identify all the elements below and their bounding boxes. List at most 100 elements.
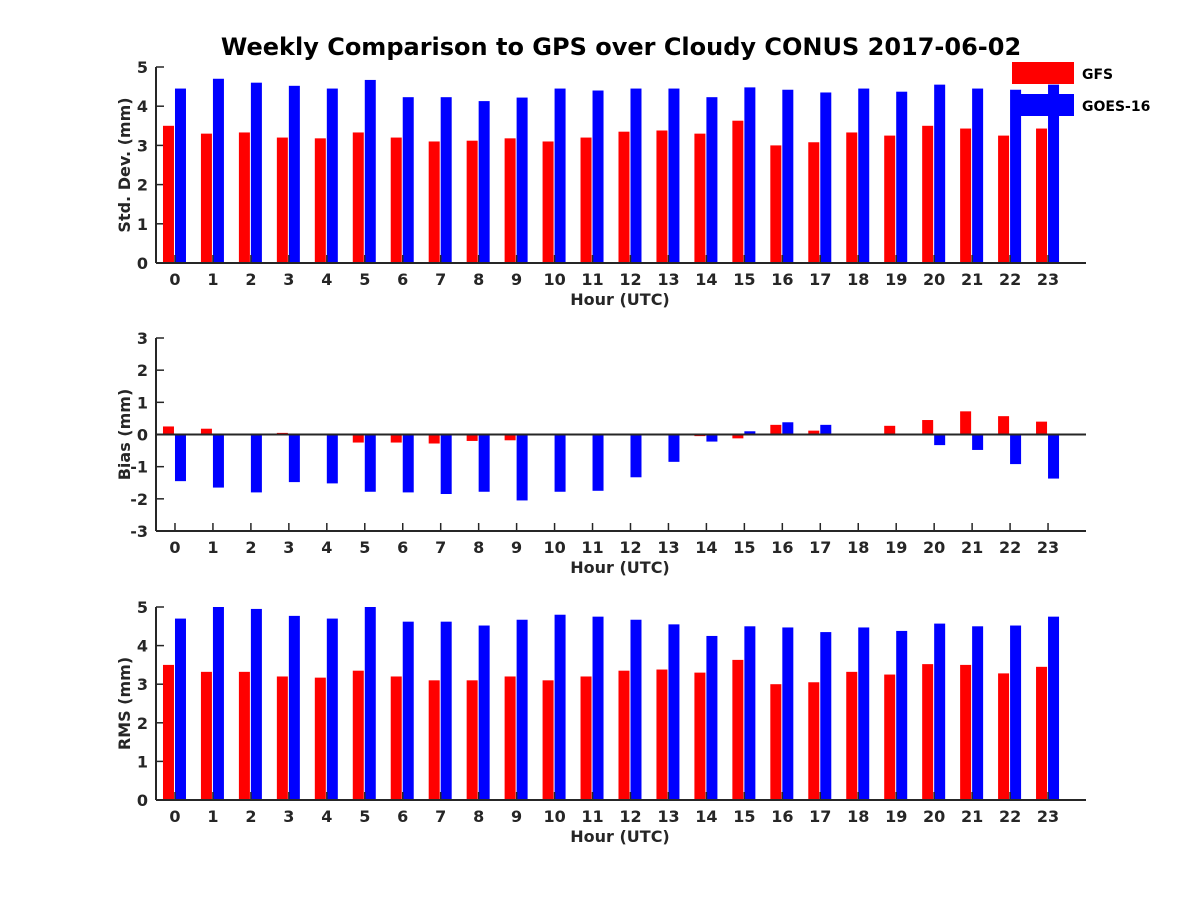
x-tick-label: 4 — [321, 538, 332, 557]
gfs-bar — [732, 434, 744, 439]
x-tick-label: 18 — [847, 538, 869, 557]
x-tick-label: 18 — [847, 270, 869, 289]
x-tick-label: 14 — [695, 270, 717, 289]
gfs-bar — [770, 145, 782, 263]
goes16-bar — [934, 434, 946, 446]
x-tick-label: 3 — [283, 270, 294, 289]
goes16-bar — [250, 434, 262, 493]
x-tick-label: 19 — [885, 270, 907, 289]
legend-label-gfs: GFS — [1082, 67, 1113, 83]
goes16-bar — [630, 619, 642, 800]
x-axis-label: Hour (UTC) — [570, 290, 670, 309]
x-tick-label: 2 — [245, 538, 256, 557]
x-tick-label: 11 — [581, 538, 603, 557]
x-tick-label: 22 — [999, 807, 1021, 826]
x-tick-label: 14 — [695, 538, 717, 557]
x-tick-label: 2 — [245, 270, 256, 289]
legend-label-goes16: GOES-16 — [1082, 99, 1150, 115]
x-tick-label: 17 — [809, 807, 831, 826]
goes16-bar — [212, 434, 224, 488]
x-tick-label: 13 — [657, 270, 679, 289]
gfs-bar — [656, 669, 668, 800]
x-tick-label: 10 — [543, 538, 565, 557]
x-tick-label: 15 — [733, 538, 755, 557]
x-tick-label: 16 — [771, 538, 793, 557]
gfs-bar — [732, 120, 744, 263]
y-tick-label: 2 — [137, 176, 148, 195]
gfs-bar — [922, 664, 934, 800]
gfs-bar — [276, 137, 288, 263]
x-tick-label: 10 — [543, 807, 565, 826]
gfs-bar — [428, 680, 440, 800]
goes16-bar — [820, 632, 832, 800]
gfs-bar — [504, 434, 516, 441]
x-tick-label: 18 — [847, 807, 869, 826]
goes16-bar — [326, 88, 338, 263]
goes16-bar — [592, 616, 604, 800]
x-tick-label: 21 — [961, 270, 983, 289]
chart-title: Weekly Comparison to GPS over Cloudy CON… — [221, 33, 1021, 61]
goes16-bar — [1048, 434, 1060, 479]
y-tick-label: 1 — [137, 393, 148, 412]
gfs-bar — [352, 434, 364, 443]
gfs-bar — [428, 434, 440, 444]
y-tick-label: 0 — [137, 791, 148, 810]
goes16-bar — [896, 630, 908, 800]
goes16-bar — [1048, 84, 1060, 263]
gfs-bar — [276, 676, 288, 800]
gfs-bar — [998, 416, 1010, 435]
x-tick-label: 5 — [359, 807, 370, 826]
gfs-bar — [542, 141, 554, 263]
gfs-bar — [390, 434, 402, 443]
y-tick-label: 2 — [137, 714, 148, 733]
gfs-bar — [352, 670, 364, 800]
goes16-bar — [174, 88, 186, 263]
goes16-bar — [782, 627, 794, 800]
goes16-bar — [668, 88, 680, 263]
y-tick-label: -2 — [130, 490, 148, 509]
goes16-bar — [934, 84, 946, 263]
gfs-bar — [428, 141, 440, 263]
x-tick-label: 9 — [511, 538, 522, 557]
x-tick-label: 8 — [473, 538, 484, 557]
gfs-bar — [808, 142, 820, 263]
x-tick-label: 17 — [809, 538, 831, 557]
x-tick-label: 8 — [473, 807, 484, 826]
x-tick-label: 0 — [169, 538, 180, 557]
y-tick-label: 5 — [137, 598, 148, 617]
goes16-bar — [782, 422, 794, 435]
x-tick-label: 23 — [1037, 270, 1059, 289]
x-tick-label: 14 — [695, 807, 717, 826]
goes16-bar — [478, 434, 490, 492]
goes16-bar — [706, 434, 718, 442]
goes16-bar — [364, 434, 376, 492]
x-tick-label: 1 — [207, 807, 218, 826]
goes16-bar — [326, 618, 338, 800]
goes16-bar — [554, 88, 566, 263]
y-tick-label: 4 — [137, 637, 148, 656]
gfs-bar — [542, 680, 554, 800]
y-axis-label: Std. Dev. (mm) — [115, 97, 134, 232]
gfs-bar — [884, 425, 896, 435]
x-tick-label: 0 — [169, 270, 180, 289]
x-tick-label: 7 — [435, 270, 446, 289]
gfs-bar — [884, 674, 896, 800]
y-axis-label: RMS (mm) — [115, 657, 134, 750]
x-tick-label: 9 — [511, 270, 522, 289]
goes16-bar — [402, 97, 414, 264]
x-tick-label: 22 — [999, 538, 1021, 557]
y-tick-label: -1 — [130, 458, 148, 477]
y-tick-label: 1 — [137, 752, 148, 771]
gfs-bar — [238, 132, 250, 263]
x-tick-label: 1 — [207, 270, 218, 289]
gfs-bar — [352, 132, 364, 263]
goes16-bar — [630, 88, 642, 263]
goes16-bar — [706, 97, 718, 264]
goes16-bar — [896, 91, 908, 263]
goes16-bar — [364, 79, 376, 263]
gfs-bar — [200, 133, 212, 263]
goes16-bar — [744, 431, 756, 435]
gfs-bar — [466, 140, 478, 263]
